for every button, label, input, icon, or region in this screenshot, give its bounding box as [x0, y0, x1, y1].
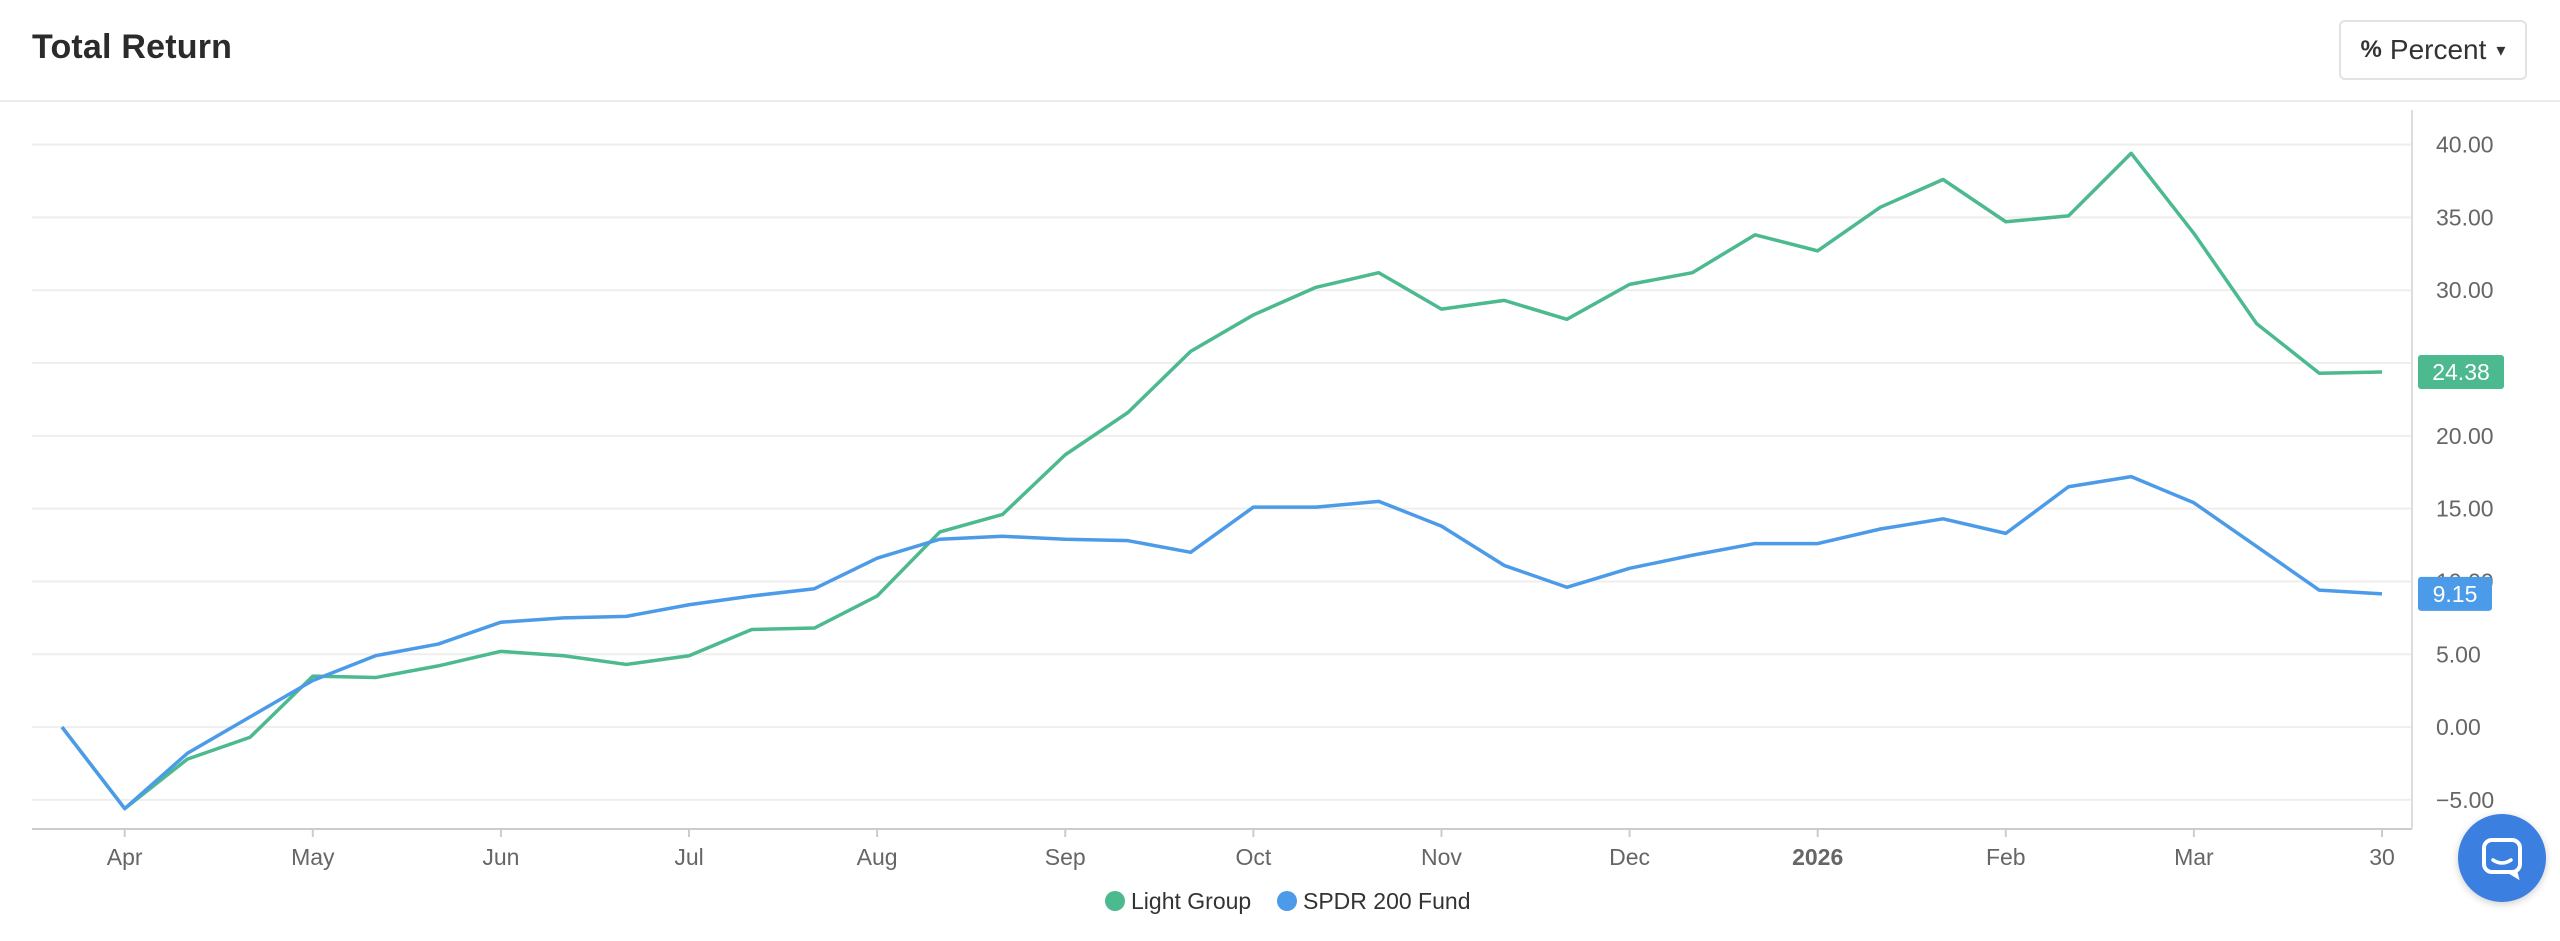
- legend-label: SPDR 200 Fund: [1303, 888, 1470, 914]
- x-tick-label: Sep: [1045, 844, 1086, 870]
- chart-header: Total Return % Percent ▾: [0, 0, 2560, 102]
- chart-title: Total Return: [32, 28, 233, 66]
- legend-item: Light Group: [1105, 888, 1251, 914]
- x-tick-label: Jun: [482, 844, 519, 870]
- last-value-label: 9.15: [2418, 576, 2492, 611]
- x-tick-label: 2026: [1792, 844, 1843, 870]
- legend-item: SPDR 200 Fund: [1277, 888, 1470, 914]
- units-dropdown-label: Percent: [2389, 34, 2487, 65]
- x-tick-label: Jul: [674, 844, 703, 870]
- y-tick-label: 0.00: [2436, 714, 2481, 740]
- series-line-light-group: [60, 151, 2383, 811]
- chat-launcher-button[interactable]: [2458, 814, 2546, 902]
- y-tick-label: 40.00: [2436, 132, 2494, 158]
- x-tick-label: Apr: [107, 844, 143, 870]
- y-tick-label: 30.00: [2436, 277, 2494, 303]
- y-tick-label: 20.00: [2436, 423, 2494, 449]
- series-line-spdr-200-fund: [60, 474, 2383, 811]
- x-tick-label: May: [291, 844, 335, 870]
- legend-swatch: [1277, 891, 1297, 911]
- last-value-label: 24.38: [2418, 355, 2504, 390]
- legend-swatch: [1105, 891, 1125, 911]
- percent-icon: %: [2360, 36, 2382, 63]
- last-value-text: 24.38: [2432, 359, 2490, 385]
- y-tick-label: 35.00: [2436, 204, 2494, 230]
- last-value-box: [2418, 355, 2504, 390]
- x-tick-label: 30: [2369, 844, 2395, 870]
- chevron-down-icon: ▾: [2496, 39, 2506, 60]
- legend-label: Light Group: [1131, 888, 1251, 914]
- y-tick-label: 5.00: [2436, 641, 2481, 667]
- x-tick-label: Feb: [1986, 844, 2026, 870]
- units-dropdown[interactable]: % Percent ▾: [2339, 20, 2527, 80]
- total-return-chart: −5.000.005.0010.0015.0020.0025.0030.0035…: [32, 110, 2504, 914]
- last-value-box: [2418, 576, 2492, 611]
- last-value-text: 9.15: [2433, 581, 2478, 607]
- y-tick-label: −5.00: [2436, 787, 2494, 813]
- x-tick-label: Dec: [1609, 844, 1650, 870]
- x-tick-label: Nov: [1421, 844, 1462, 870]
- chat-bubble-icon: [2482, 838, 2522, 881]
- x-tick-label: Mar: [2174, 844, 2214, 870]
- x-tick-label: Oct: [1235, 844, 1271, 870]
- y-tick-label: 15.00: [2436, 496, 2494, 522]
- x-tick-label: Aug: [857, 844, 898, 870]
